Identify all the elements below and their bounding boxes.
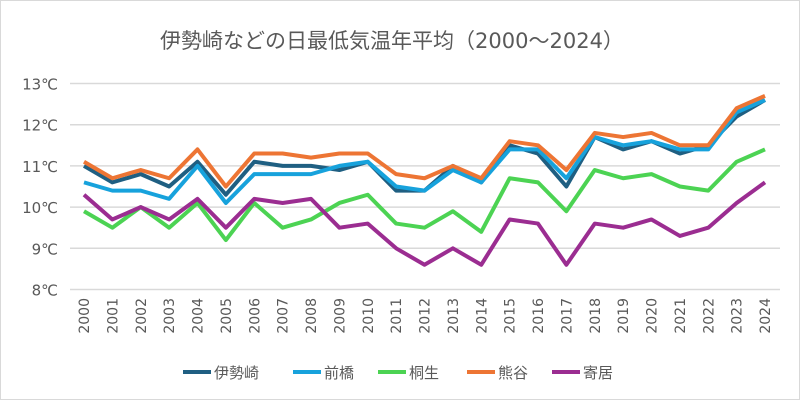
legend-label: 桐生: [409, 364, 439, 382]
y-tick-label: 13℃: [22, 76, 58, 94]
x-tick-label: 2005: [219, 298, 235, 334]
legend-item: 桐生: [378, 364, 439, 382]
series-line-寄居: [82, 180, 767, 267]
x-tick-label: 2024: [758, 298, 774, 334]
x-tick-label: 2002: [134, 298, 150, 334]
x-tick-label: 2021: [673, 298, 689, 334]
x-tick-label: 2008: [304, 298, 320, 334]
x-tick-label: 2001: [105, 298, 121, 334]
y-tick-label: 10℃: [22, 199, 58, 217]
x-tick-label: 2018: [588, 298, 604, 334]
x-tick-label: 2017: [559, 298, 575, 334]
x-tick-label: 2020: [645, 298, 661, 334]
x-tick-label: 2022: [701, 298, 717, 334]
y-tick-label: 8℃: [32, 282, 58, 300]
x-tick-label: 2019: [616, 298, 632, 334]
legend-label: 前橋: [324, 364, 354, 382]
x-tick-label: 2011: [389, 298, 405, 334]
x-tick-label: 2023: [730, 298, 746, 334]
x-tick-label: 2003: [162, 298, 178, 334]
x-tick-label: 2012: [418, 298, 434, 334]
legend-label: 熊谷: [498, 364, 528, 382]
y-tick-label: 12℃: [22, 117, 58, 135]
legend-item: 寄居: [552, 364, 613, 382]
x-tick-label: 2009: [332, 298, 348, 334]
y-tick-label: 11℃: [22, 158, 58, 176]
x-tick-label: 2014: [474, 298, 490, 334]
x-tick-label: 2007: [276, 298, 292, 334]
legend-label: 寄居: [583, 364, 613, 382]
legend-item: 伊勢崎: [183, 364, 259, 382]
chart-title: 伊勢崎などの日最低気温年平均（2000～2024）: [160, 29, 624, 53]
legend-item: 熊谷: [467, 364, 528, 382]
x-tick-label: 2010: [361, 298, 377, 334]
x-tick-label: 2000: [77, 298, 93, 334]
x-tick-label: 2013: [446, 298, 462, 334]
x-tick-label: 2016: [531, 298, 547, 334]
x-tick-label: 2015: [503, 298, 519, 334]
x-tick-label: 2004: [191, 298, 207, 334]
legend-label: 伊勢崎: [214, 364, 259, 382]
x-tick-label: 2006: [247, 298, 263, 334]
legend-item: 前橋: [293, 364, 354, 382]
y-tick-label: 9℃: [32, 240, 58, 258]
series-line-前橋: [83, 98, 766, 205]
